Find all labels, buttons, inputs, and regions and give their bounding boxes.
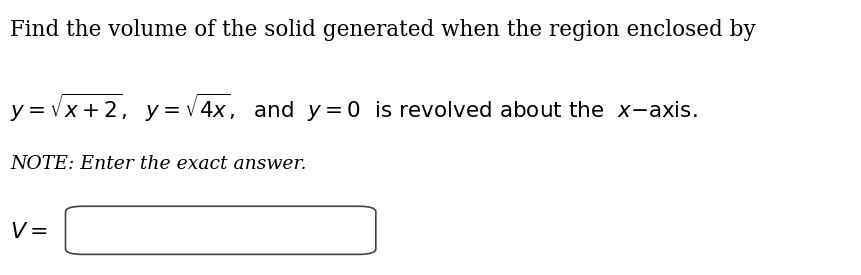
Text: $y = \sqrt{x+2},\ \ y = \sqrt{4x},\ \ \mathrm{and}\ \ y = 0\ \ \mathrm{is\ revol: $y = \sqrt{x+2},\ \ y = \sqrt{4x},\ \ \m… (10, 92, 697, 124)
Text: $V =$: $V =$ (10, 221, 48, 243)
Text: NOTE: Enter the exact answer.: NOTE: Enter the exact answer. (10, 155, 307, 173)
FancyBboxPatch shape (65, 206, 375, 254)
Text: Find the volume of the solid generated when the region enclosed by: Find the volume of the solid generated w… (10, 19, 755, 41)
